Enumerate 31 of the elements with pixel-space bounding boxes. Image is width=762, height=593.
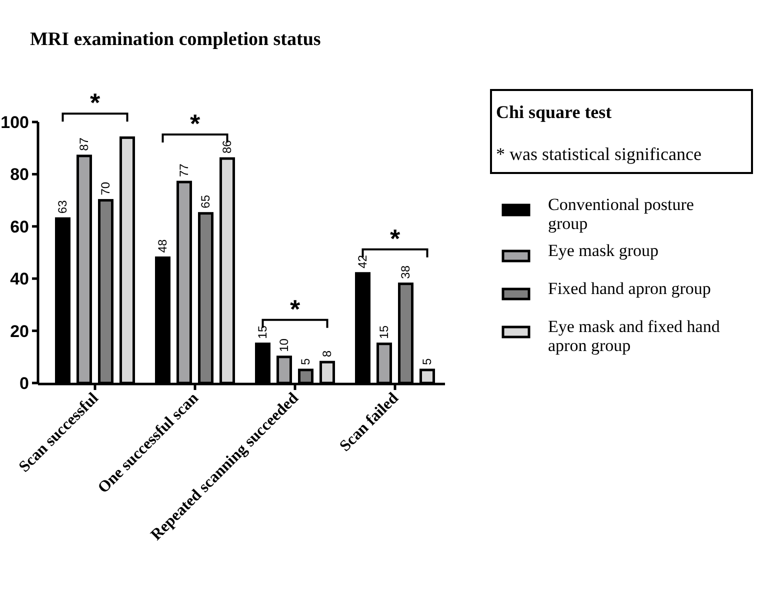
legend-label: Eye mask and fixed hand apron group <box>548 317 720 355</box>
legend-label: Conventional posture group <box>548 195 694 233</box>
annotation: * <box>190 108 201 139</box>
text: * was statistical significance <box>496 144 702 164</box>
annotation: * <box>390 223 401 254</box>
y-tick-label: 20 <box>10 322 29 341</box>
y-tick-label: 40 <box>10 270 29 289</box>
y-tick-label: 0 <box>20 374 29 393</box>
legend-label: Eye mask group <box>548 241 658 260</box>
data-label: 48 <box>156 239 170 253</box>
data-label: 86 <box>220 140 234 154</box>
data-label: 15 <box>377 325 392 339</box>
data-label: 10 <box>277 338 292 352</box>
annotation: * <box>290 294 301 324</box>
data-label: 38 <box>398 265 413 279</box>
data-label: 8 <box>320 350 334 358</box>
data-label: 63 <box>56 200 70 214</box>
data-label: 5 <box>420 358 434 365</box>
text: Chi square test <box>496 102 612 122</box>
data-label: 5 <box>298 358 313 365</box>
chart-title: MRI examination completion status <box>30 29 321 50</box>
data-label: 65 <box>198 194 213 208</box>
text: * <box>90 88 101 118</box>
data-label: 42 <box>356 254 370 268</box>
data-label: 70 <box>98 182 113 196</box>
y-tick-label: 100 <box>0 112 29 132</box>
data-label: 77 <box>177 163 192 178</box>
legend-label: Fixed hand apron group <box>548 279 711 298</box>
y-tick-label: 60 <box>10 217 29 236</box>
data-label: 87 <box>77 137 92 151</box>
y-tick-label: 80 <box>10 165 29 184</box>
